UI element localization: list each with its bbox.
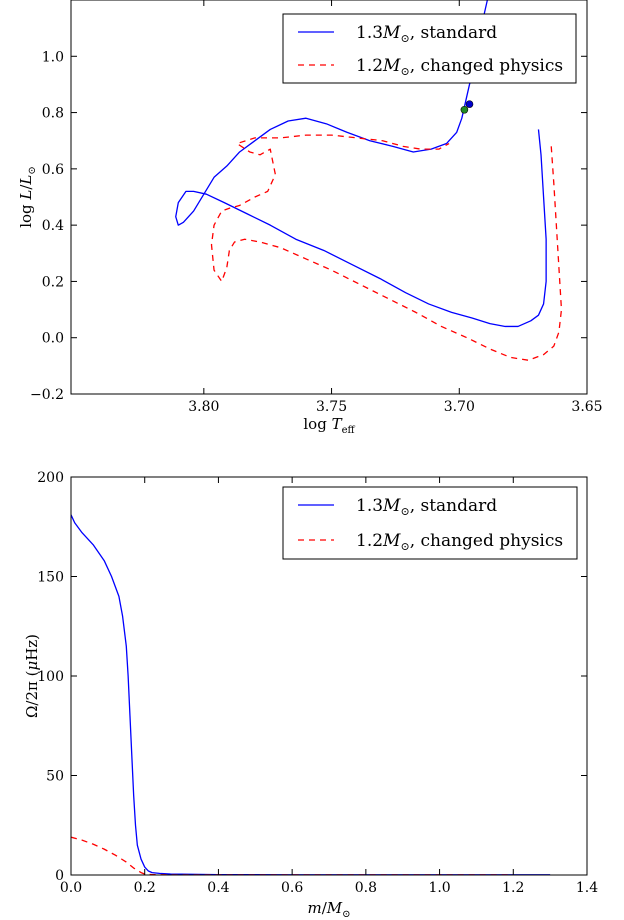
rotation-legend-label-changed: 1.2M⊙, changed physics (356, 531, 563, 553)
hr-ytick-label: −0.2 (30, 387, 64, 403)
rotation-series-changed-physics (71, 836, 514, 875)
hr-series-lines (175, 0, 563, 361)
rotation-xtick-label: 0.8 (355, 880, 377, 896)
rotation-legend-box (282, 486, 578, 560)
rotation-xtick-label: 0.4 (207, 880, 229, 896)
rotation-ytick-label: 0 (55, 868, 64, 884)
rotation-xtick-label: 1.0 (428, 880, 450, 896)
hr-ylabel: log L/L⊙ (17, 166, 38, 228)
hr-marker-0 (465, 100, 474, 108)
hr-diagram-panel: 3.80 3.75 3.70 3.65 −0.2 0.0 0.2 0.4 0.6 0.8 1.0 1… (17, 0, 603, 436)
hr-ticks: 3.80 3.75 3.70 3.65 −0.2 0.0 0.2 0.4 0.6 0.8 1.0 (30, 0, 603, 415)
hr-legend-box (282, 13, 577, 84)
rotation-xtick-label: 1.2 (502, 880, 524, 896)
hr-ytick-label: 0.6 (42, 162, 64, 178)
hr-ytick-label: 0.2 (42, 274, 64, 290)
rotation-ytick-label: 200 (37, 470, 64, 486)
rotation-ylabel: Ω/2π (μHz) (23, 634, 41, 718)
rotation-ticks: 0.0 0.2 0.4 0.6 0.8 1.0 1.2 1.4 0 50 100 150 200 (37, 470, 598, 896)
rotation-ytick-label: 150 (37, 570, 64, 586)
rotation-xtick-label: 1.4 (576, 880, 598, 896)
rotation-series-lines (71, 514, 551, 875)
hr-ytick-label: 0.8 (42, 106, 64, 122)
hr-xtick-label: 3.80 (188, 399, 219, 415)
hr-legend-label-changed: 1.2M⊙, changed physics (356, 56, 563, 78)
hr-ytick-label: 1.0 (42, 49, 64, 65)
hr-ytick-label: 0.0 (42, 331, 64, 347)
hr-axes-frame (70, 0, 588, 395)
hr-ytick-label: 0.4 (42, 218, 64, 234)
hr-marker-1 (460, 105, 469, 114)
rotation-legend: 1.3M⊙, standard 1.2M⊙, changed physics (282, 486, 578, 560)
rotation-series-standard (71, 514, 551, 875)
hr-markers (460, 100, 474, 114)
rotation-ytick-label: 50 (46, 769, 64, 785)
hr-legend-label-standard: 1.3M⊙, standard (356, 23, 497, 45)
rotation-ytick-label: 100 (37, 669, 64, 685)
rotation-xtick-label: 0.0 (60, 880, 82, 896)
hr-legend: 1.3M⊙, standard 1.2M⊙, changed physics (282, 13, 577, 84)
hr-xtick-label: 3.65 (571, 399, 602, 415)
rotation-legend-label-standard: 1.3M⊙, standard (356, 496, 497, 518)
rotation-panel: 0.0 0.2 0.4 0.6 0.8 1.0 1.2 1.4 0 50 100 150 200 1.3… (23, 470, 598, 920)
hr-xtick-label: 3.70 (444, 399, 475, 415)
hr-series-standard (175, 0, 547, 328)
hr-xlabel: log Teff (303, 415, 355, 436)
rotation-xlabel: m/M⊙ (307, 899, 350, 920)
rotation-xtick-label: 0.6 (281, 880, 303, 896)
hr-series-changed-physics (210, 134, 563, 361)
rotation-xtick-label: 0.2 (134, 880, 156, 896)
hr-xtick-label: 3.75 (316, 399, 347, 415)
